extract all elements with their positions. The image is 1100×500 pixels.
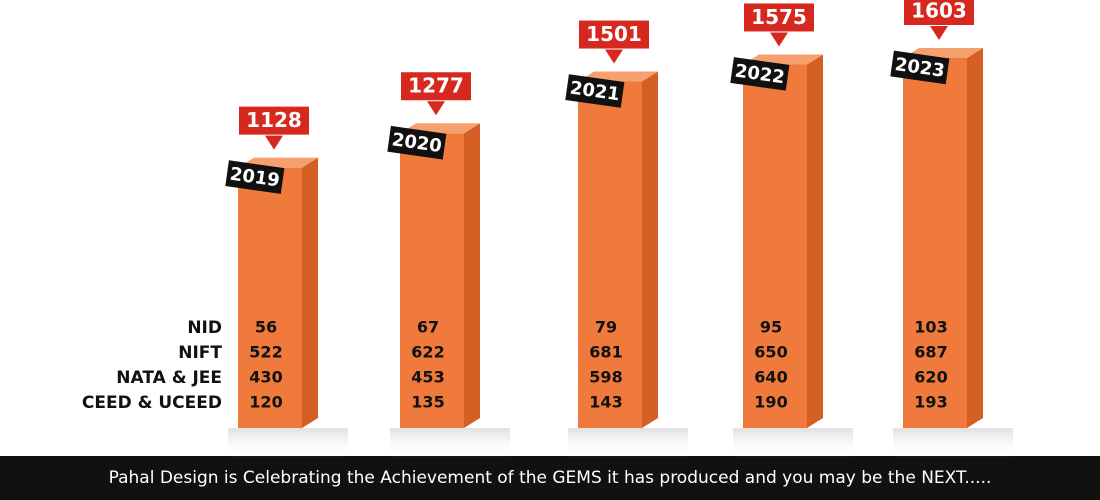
breakdown-value: 620 xyxy=(914,368,947,387)
bar xyxy=(743,54,823,428)
bar xyxy=(903,48,983,428)
breakdown-value: 622 xyxy=(411,343,444,362)
breakdown-value: 95 xyxy=(760,318,782,337)
bar-front xyxy=(400,133,464,429)
total-label: 1128 xyxy=(246,108,302,132)
footer-text: Pahal Design is Celebrating the Achievem… xyxy=(109,468,992,488)
total-pointer xyxy=(770,32,788,47)
year-tag: 2023 xyxy=(890,50,950,85)
breakdown-value: 103 xyxy=(914,318,947,337)
year-tag: 2021 xyxy=(565,74,625,108)
row-label: NATA & JEE xyxy=(116,368,222,388)
total-pointer xyxy=(427,101,445,116)
breakdown-value: 56 xyxy=(255,318,277,337)
bar-side xyxy=(642,71,658,428)
total-pointer xyxy=(605,49,623,64)
year-tag: 2019 xyxy=(225,160,285,194)
bar-front xyxy=(743,64,807,428)
breakdown-value: 650 xyxy=(754,343,787,362)
bar-shadow xyxy=(733,428,853,458)
total-label: 1575 xyxy=(751,5,807,29)
row-label: NID xyxy=(187,318,222,338)
breakdown-value: 640 xyxy=(754,368,787,387)
footer-bar xyxy=(0,456,1100,500)
breakdown-value: 681 xyxy=(589,343,622,362)
bar-shadow xyxy=(390,428,510,458)
year-tag-bg xyxy=(730,57,790,91)
bar-shadow xyxy=(568,428,688,458)
breakdown-value: 190 xyxy=(754,393,787,412)
bar xyxy=(400,123,480,429)
breakdown-value: 135 xyxy=(411,393,444,412)
bar xyxy=(238,157,318,428)
breakdown-value: 193 xyxy=(914,393,947,412)
breakdown-value: 430 xyxy=(249,368,282,387)
breakdown-value: 79 xyxy=(595,318,617,337)
year-tag: 2022 xyxy=(730,57,790,91)
bar-front xyxy=(578,81,642,428)
breakdown-value: 120 xyxy=(249,393,282,412)
breakdown-value: 598 xyxy=(589,368,622,387)
bar-front xyxy=(903,58,967,428)
row-label: CEED & UCEED xyxy=(82,393,222,413)
bar xyxy=(578,71,658,428)
breakdown-value: 687 xyxy=(914,343,947,362)
breakdown-value: 67 xyxy=(417,318,439,337)
bar-side xyxy=(464,123,480,429)
total-pointer xyxy=(265,135,283,150)
year-tag: 2020 xyxy=(387,125,447,160)
bar-shadow xyxy=(893,428,1013,458)
bar-shadow xyxy=(228,428,348,458)
year-tag-bg xyxy=(225,160,285,194)
total-label: 1501 xyxy=(586,22,642,46)
row-label: NIFT xyxy=(178,343,222,363)
total-pointer xyxy=(930,26,948,40)
year-tag-bg xyxy=(387,125,447,160)
total-box xyxy=(577,18,651,51)
breakdown-value: 522 xyxy=(249,343,282,362)
bar-side xyxy=(807,54,823,428)
total-label: 1277 xyxy=(408,74,464,98)
bar-front xyxy=(238,167,302,428)
year-tag-bg xyxy=(890,50,950,85)
bar-side xyxy=(967,48,983,428)
year-tag-bg xyxy=(565,74,625,108)
bar-side xyxy=(302,157,318,428)
total-label: 1603 xyxy=(911,0,967,23)
breakdown-value: 453 xyxy=(411,368,444,387)
breakdown-value: 143 xyxy=(589,393,622,412)
